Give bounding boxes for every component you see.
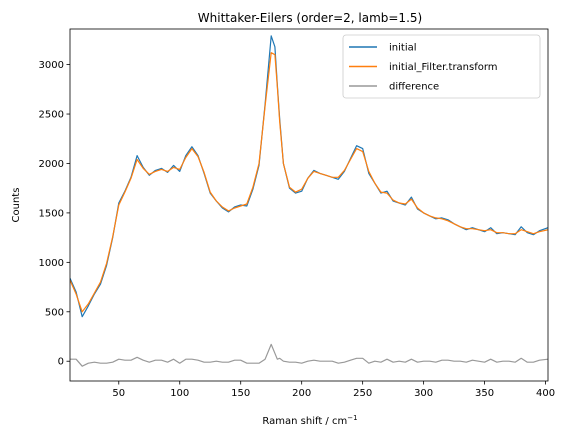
series-line-2 — [70, 343, 548, 367]
y-tick-label: 2000 — [39, 159, 64, 170]
legend-label-1: initial_Filter.transform — [389, 62, 498, 73]
x-tick-label: 100 — [170, 388, 189, 399]
x-tick-label: 300 — [414, 388, 433, 399]
y-tick-label: 2500 — [39, 110, 64, 121]
series-layer — [70, 35, 548, 367]
legend-label-2: difference — [389, 82, 439, 93]
series-line-1 — [70, 52, 548, 313]
y-tick-label: 0 — [58, 357, 64, 368]
x-tick-label: 250 — [353, 388, 372, 399]
y-tick-label: 3000 — [39, 60, 64, 71]
x-axis-label: Raman shift / cm−1 — [262, 414, 357, 427]
chart-title: Whittaker-Eilers (order=2, lamb=1.5) — [198, 11, 422, 25]
legend-label-0: initial — [389, 43, 417, 54]
x-tick-label: 350 — [475, 388, 494, 399]
axes-frame — [69, 28, 549, 382]
legend-frame — [342, 34, 541, 99]
legend: initial initial_Filter.transform differenc… — [342, 34, 541, 99]
y-tick-label: 1500 — [39, 208, 64, 219]
x-tick-label: 50 — [112, 388, 125, 399]
x-tick-label: 150 — [231, 388, 250, 399]
x-tick-label: 200 — [292, 388, 311, 399]
y-axis: 0 500 1000 1500 2000 2500 3000 — [39, 60, 70, 368]
y-tick-label: 1000 — [39, 258, 64, 269]
plot-area — [69, 28, 549, 382]
x-axis: 50 100 150 200 250 300 350 400 — [112, 381, 555, 399]
x-tick-label: 400 — [536, 388, 555, 399]
y-tick-label: 500 — [45, 307, 64, 318]
y-axis-label: Counts — [11, 188, 22, 223]
